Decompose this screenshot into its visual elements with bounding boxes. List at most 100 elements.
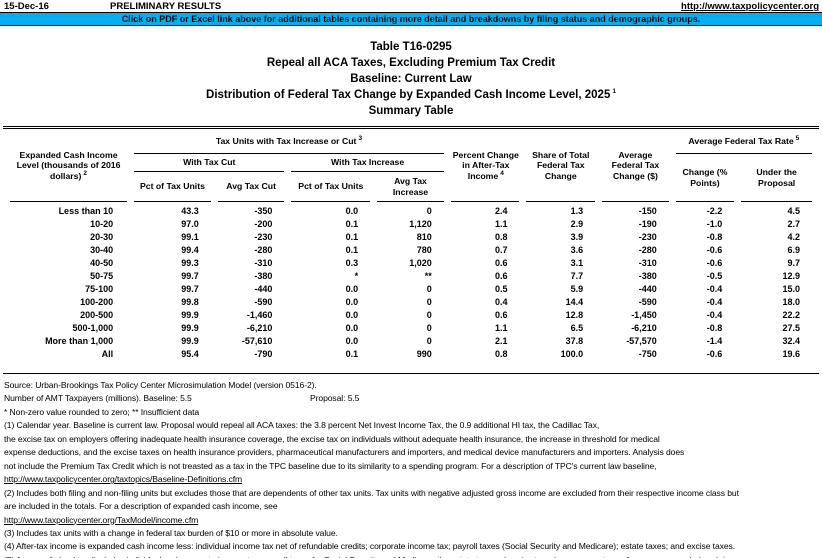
- summary-table-title: Summary Table: [368, 105, 454, 117]
- value-cell: -0.5: [706, 271, 723, 281]
- value-cell: 99.3: [181, 258, 199, 268]
- table-row: Less than 10 43.3 -350 0.0 0 2.4 1.3 -150 -2.2 4.…: [10, 202, 812, 218]
- value-cell: 99.1: [181, 232, 199, 242]
- value-cell: *: [354, 271, 359, 281]
- note-text-line: (5) Average federal tax (includes indivi…: [4, 554, 822, 558]
- value-cell: 12.8: [565, 310, 584, 320]
- value-cell: -310: [254, 258, 273, 268]
- value-cell: -6,210: [631, 323, 657, 333]
- value-cell: -790: [254, 349, 273, 359]
- baseline-title: Baseline: Current Law: [350, 73, 472, 85]
- table-body: Less than 10 43.3 -350 0.0 0 2.4 1.3 -150 -2.2 4.…: [10, 202, 812, 361]
- note-text-line: the excise tax on employers offering ina…: [4, 433, 660, 444]
- value-cell: 6.9: [787, 245, 800, 255]
- value-cell: 0.6: [494, 258, 508, 268]
- income-level-cell: Less than 10: [58, 206, 114, 216]
- value-cell: 1.1: [494, 219, 508, 229]
- value-cell: -440: [254, 284, 273, 294]
- table-row: 20-30 99.1 -230 0.1 810 0.8 3.9 -230 -0.8 4.2: [10, 231, 812, 244]
- header-share-of-total: Share of Total Federal Tax Change: [526, 130, 596, 202]
- value-cell: 15.0: [782, 284, 800, 294]
- value-cell: 0.1: [345, 245, 359, 255]
- value-cell: 0: [426, 206, 432, 216]
- table-row: 10-20 97.0 -200 0.1 1,120 1.1 2.9 -190 -1.0 2.7: [10, 218, 812, 231]
- value-cell: 1.3: [570, 206, 584, 216]
- value-cell: 810: [416, 232, 432, 242]
- income-level-cell: 30-40: [90, 245, 114, 255]
- value-cell: -230: [638, 232, 657, 242]
- value-cell: 95.4: [181, 349, 199, 359]
- value-cell: 18.0: [782, 297, 800, 307]
- value-cell: -0.4: [706, 297, 723, 307]
- value-cell: 0.6: [494, 310, 508, 320]
- value-cell: 0: [426, 310, 432, 320]
- value-cell: 0.5: [494, 284, 508, 294]
- value-cell: 780: [416, 245, 432, 255]
- proposal-title: Repeal all ACA Taxes, Excluding Premium …: [266, 57, 556, 69]
- value-cell: 2.9: [570, 219, 584, 229]
- value-cell: 100.0: [560, 349, 584, 359]
- value-cell: 97.0: [181, 219, 199, 229]
- value-cell: 99.9: [181, 323, 199, 333]
- value-cell: 0.0: [345, 297, 359, 307]
- value-cell: -200: [254, 219, 273, 229]
- table-number-title: Table T16-0295: [370, 41, 452, 53]
- value-cell: 22.2: [782, 310, 800, 320]
- income-level-cell: 500-1,000: [72, 323, 114, 333]
- value-cell: 4.2: [787, 232, 800, 242]
- value-cell: 32.4: [782, 336, 800, 346]
- value-cell: -380: [638, 271, 657, 281]
- header-with-tax-cut: With Tax Cut: [134, 154, 285, 172]
- date-label: 15-Dec-16: [4, 1, 49, 12]
- symbols-note: * Non-zero value rounded to zero; ** Ins…: [4, 406, 200, 417]
- note-text-line: (1) Calendar year. Baseline is current l…: [4, 420, 600, 431]
- value-cell: 5.9: [570, 284, 584, 294]
- value-cell: 1.1: [494, 323, 508, 333]
- value-cell: 43.3: [181, 206, 199, 216]
- value-cell: 99.7: [181, 284, 199, 294]
- value-cell: -150: [638, 206, 657, 216]
- income-level-cell: More than 1,000: [45, 336, 114, 346]
- value-cell: 0.0: [345, 206, 359, 216]
- income-level-cell: 50-75: [90, 271, 114, 281]
- value-cell: 0.8: [494, 349, 508, 359]
- value-cell: 0.0: [345, 336, 359, 346]
- value-cell: 1,120: [409, 219, 432, 229]
- header-pct-tax-units-cut: Pct of Tax Units: [134, 172, 211, 202]
- value-cell: 0: [426, 284, 432, 294]
- value-cell: 99.9: [181, 336, 199, 346]
- value-cell: 3.1: [570, 258, 584, 268]
- table-row: 40-50 99.3 -310 0.3 1,020 0.6 3.1 -310 -0.6 9.7: [10, 257, 812, 270]
- value-cell: 19.6: [782, 349, 800, 359]
- value-cell: **: [424, 271, 432, 281]
- title-block: Table T16-0295 Repeal all ACA Taxes, Exc…: [0, 39, 822, 119]
- value-cell: 99.7: [181, 271, 199, 281]
- value-cell: 2.7: [787, 219, 800, 229]
- table-row: 200-500 99.9 -1,460 0.0 0 0.6 12.8 -1,450 -0.4 22…: [10, 309, 812, 322]
- value-cell: -750: [638, 349, 657, 359]
- value-cell: -1.4: [706, 336, 723, 346]
- amt-taxpayers-note: Number of AMT Taxpayers (millions). Base…: [4, 392, 822, 405]
- income-level-cell: 200-500: [80, 310, 114, 320]
- note-url-link[interactable]: http://www.taxpolicycenter.org/TaxModel/…: [4, 514, 199, 525]
- header-avg-tax-cut: Avg Tax Cut: [217, 172, 285, 202]
- header-with-tax-increase: With Tax Increase: [291, 154, 444, 172]
- header-group-avg-federal-tax-rate: Average Federal Tax Rate 5: [675, 130, 812, 154]
- header-income-level: Expanded Cash Income Level (thousands of…: [10, 130, 128, 202]
- value-cell: 37.8: [565, 336, 584, 346]
- value-cell: 0.3: [345, 258, 359, 268]
- table-row: 500-1,000 99.9 -6,210 0.0 0 1.1 6.5 -6,210 -0.8 2…: [10, 322, 812, 335]
- income-level-cell: 40-50: [90, 258, 114, 268]
- taxpolicycenter-link[interactable]: http://www.taxpolicycenter.org: [681, 1, 819, 12]
- value-cell: 0.6: [494, 271, 508, 281]
- value-cell: 4.5: [787, 206, 800, 216]
- amt-proposal-value: Proposal: 5.5: [310, 393, 360, 404]
- table-row: More than 1,000 99.9 -57,610 0.0 0 2.1 37.8 -57…: [10, 335, 812, 348]
- value-cell: -280: [638, 245, 657, 255]
- note-url-link[interactable]: http://www.taxpolicycenter.org/taxtopics…: [4, 474, 243, 485]
- value-cell: -0.6: [706, 258, 723, 268]
- value-cell: 6.5: [570, 323, 584, 333]
- value-cell: 0.1: [345, 349, 359, 359]
- value-cell: 0.1: [345, 232, 359, 242]
